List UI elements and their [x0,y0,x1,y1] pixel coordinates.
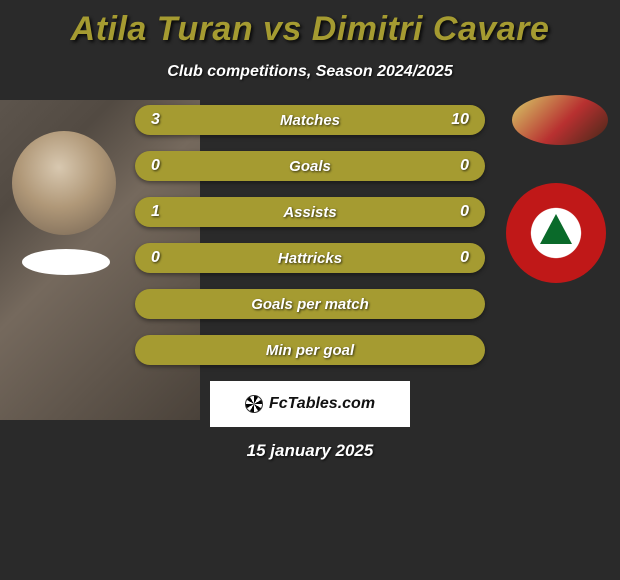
stat-label: Goals per match [251,296,369,313]
stat-left-value: 0 [151,249,160,267]
stat-bar-left-fill [135,105,216,135]
stat-left-value: 3 [151,111,160,129]
soccer-ball-icon [245,395,263,413]
fctables-badge: FcTables.com [210,381,410,427]
stat-bar: Min per goal [135,335,485,365]
stat-label: Matches [280,112,340,129]
stat-right-value: 0 [460,203,469,221]
stat-bar: 0 Hattricks 0 [135,243,485,273]
stat-bar: 3 Matches 10 [135,105,485,135]
stat-bar-right-fill [216,105,486,135]
stat-left-value: 0 [151,157,160,175]
stat-bars: 3 Matches 10 0 Goals 0 1 Assists 0 0 Hattricks 0 Goa… [135,105,485,365]
club-tree-icon [540,214,572,244]
player-right-avatar [512,95,608,145]
stat-bar: Goals per match [135,289,485,319]
player-left-avatar [12,131,116,235]
stat-label: Goals [289,158,331,175]
stat-bar: 0 Goals 0 [135,151,485,181]
date-label: 15 january 2025 [0,441,620,461]
stat-bar: 1 Assists 0 [135,197,485,227]
player-right-club-logo [506,183,606,283]
fctables-label: FcTables.com [269,395,375,413]
season-subtitle: Club competitions, Season 2024/2025 [0,63,620,81]
comparison-stage: 3 Matches 10 0 Goals 0 1 Assists 0 0 Hattricks 0 Goa… [0,105,620,365]
stat-right-value: 0 [460,249,469,267]
page-title: Atila Turan vs Dimitri Cavare [0,0,620,49]
player-left-flag [22,249,110,275]
stat-label: Assists [283,204,336,221]
stat-label: Min per goal [266,342,354,359]
stat-right-value: 10 [451,111,469,129]
stat-right-value: 0 [460,157,469,175]
stat-left-value: 1 [151,203,160,221]
stat-label: Hattricks [278,250,342,267]
